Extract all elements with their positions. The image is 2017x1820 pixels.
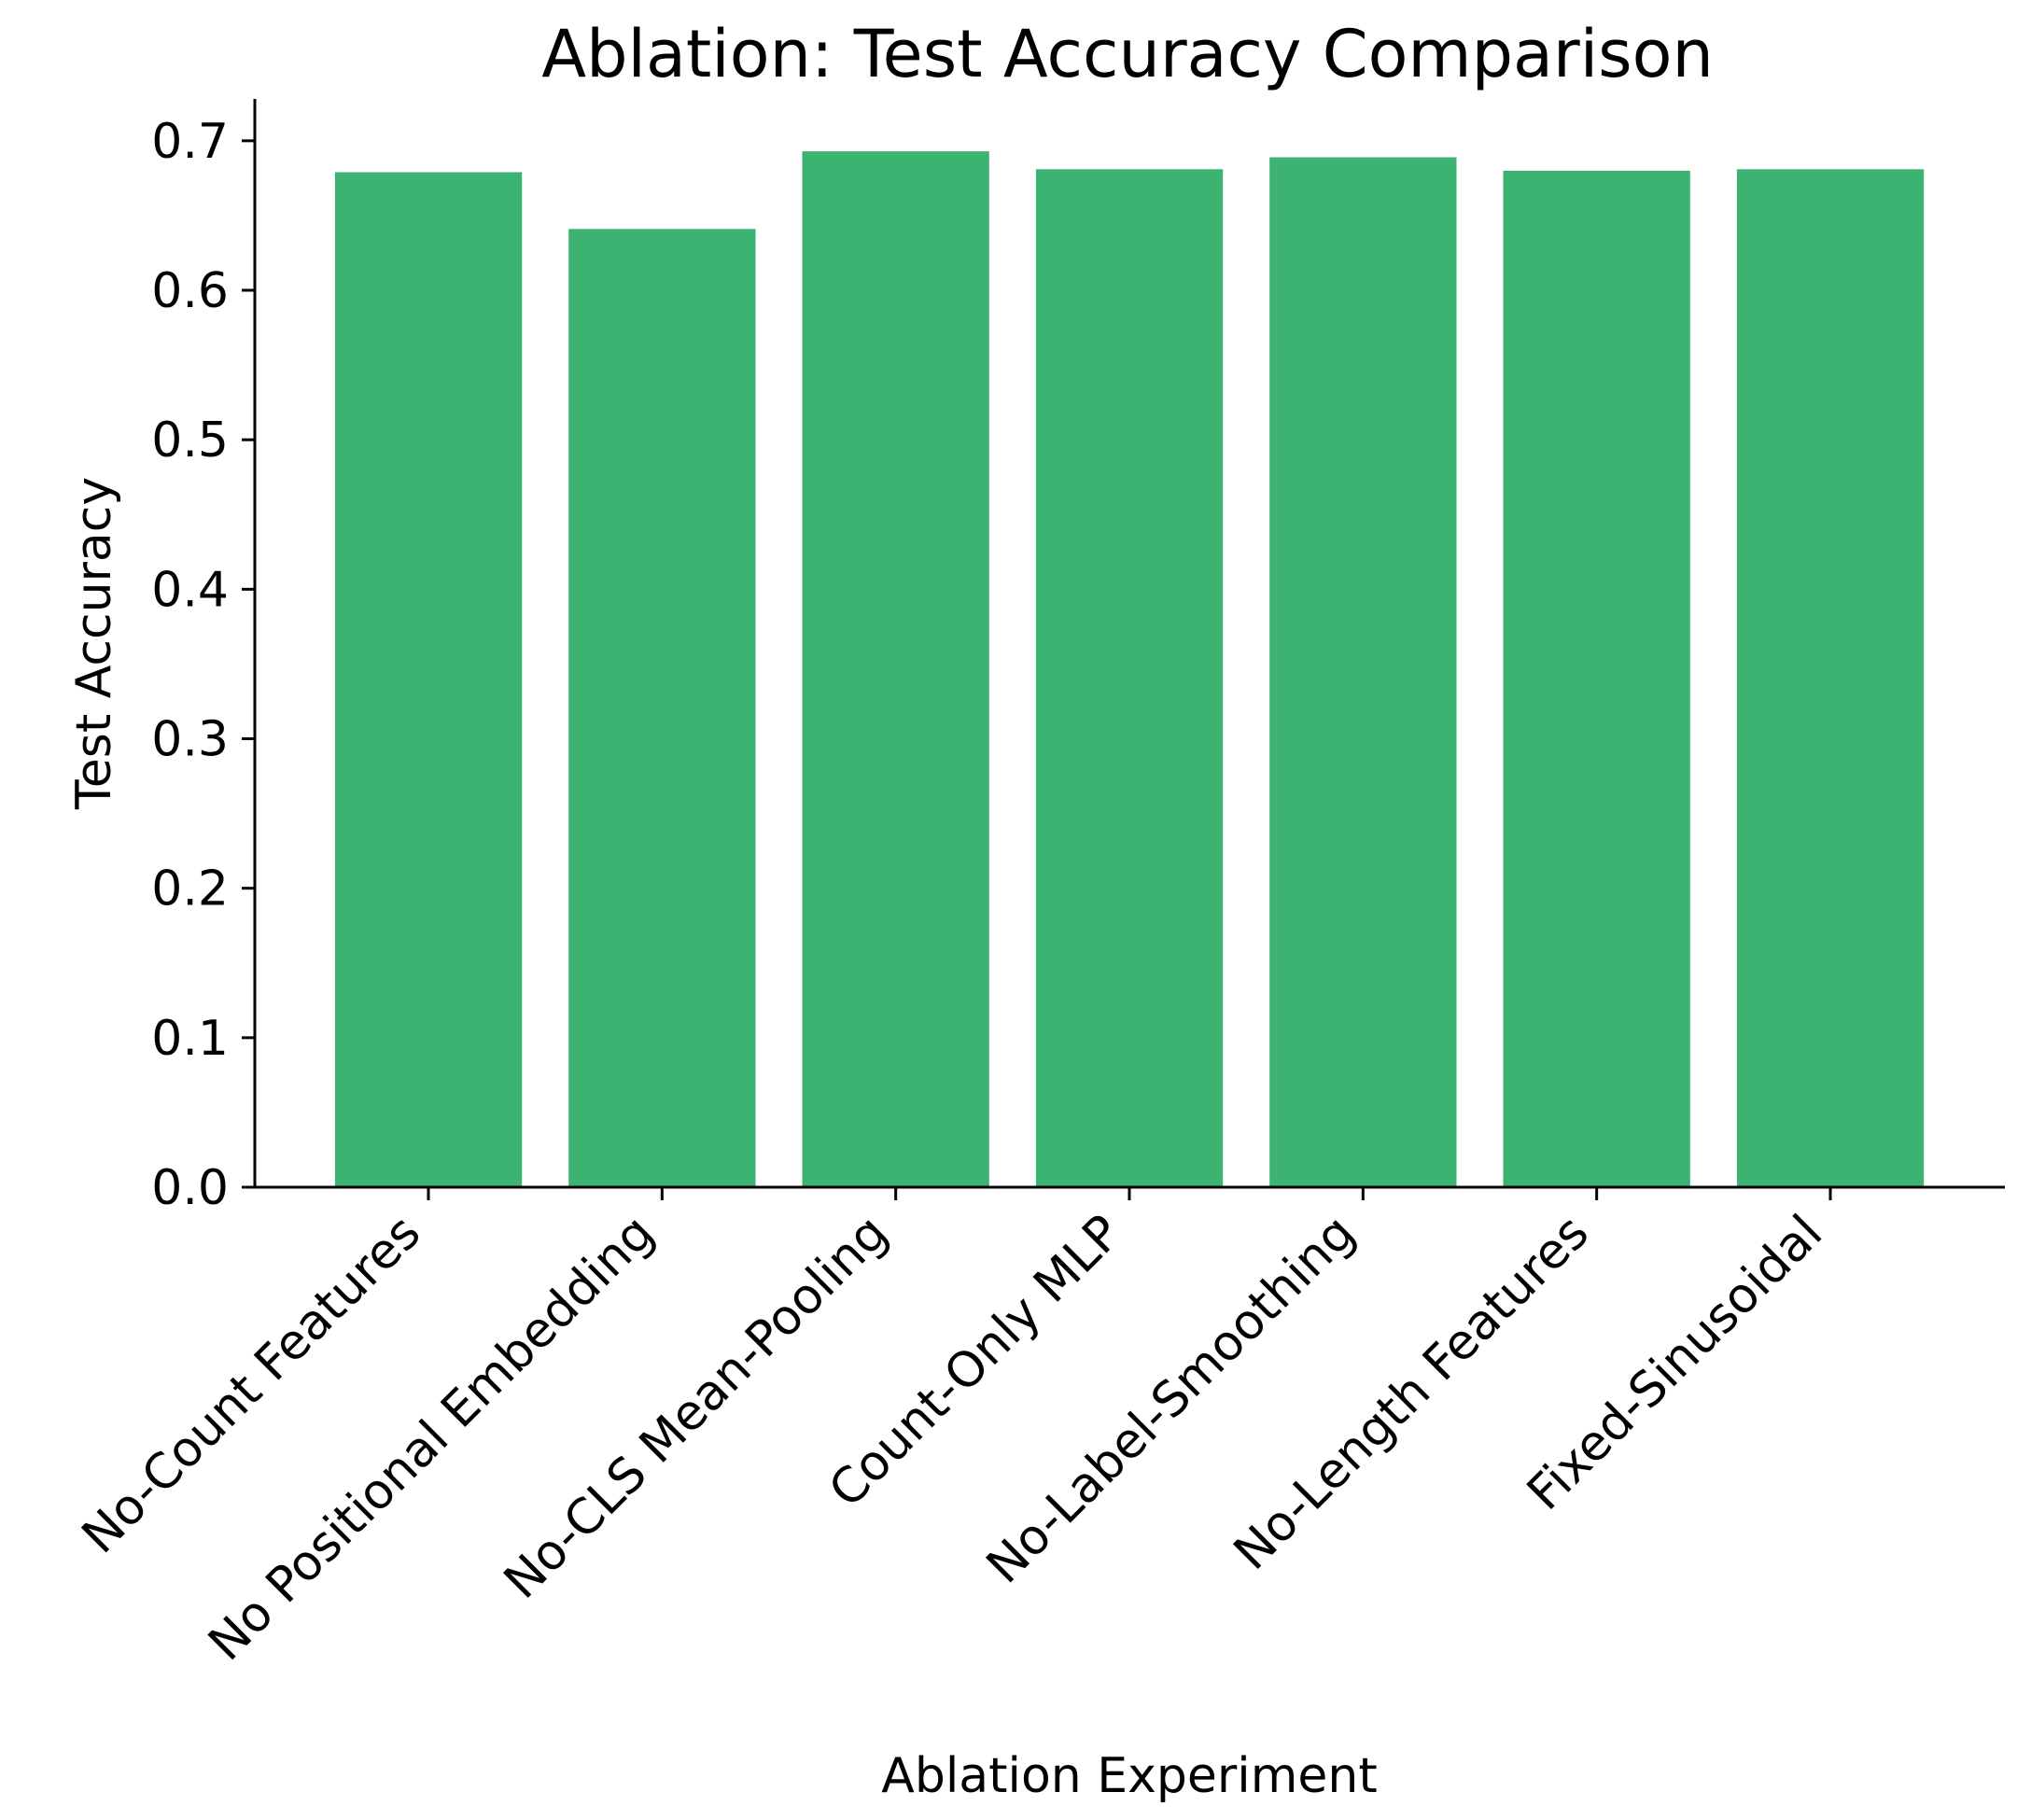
y-axis-label: Test Accuracy	[66, 477, 122, 810]
y-tick-label: 0.2	[151, 861, 229, 917]
y-tick-label: 0.1	[151, 1011, 229, 1067]
bar-0	[334, 172, 523, 1187]
y-tick-label: 0.4	[151, 562, 229, 618]
x-tick-label: No-CLS Mean-Pooling	[494, 1205, 899, 1610]
y-ticks: 0.0 0.1 0.2 0.3 0.4 0.5 0.6 0.7	[151, 114, 255, 1216]
bar-5	[1503, 170, 1690, 1187]
x-axis-label: Ablation Experiment	[881, 1748, 1377, 1804]
y-tick-label: 0.0	[151, 1160, 229, 1216]
bar-2	[802, 151, 989, 1188]
bar-4	[1269, 157, 1457, 1187]
chart-title: Ablation: Test Accuracy Comparison	[541, 16, 1714, 92]
y-tick-label: 0.3	[151, 712, 229, 768]
bar-1	[568, 229, 756, 1187]
y-tick-label: 0.5	[151, 413, 229, 469]
bars-group	[334, 151, 1925, 1188]
x-tick-label: No Positional Embedding	[198, 1205, 665, 1672]
y-tick-label: 0.6	[151, 263, 229, 319]
bar-3	[1035, 169, 1224, 1187]
y-tick-label: 0.7	[151, 114, 229, 170]
bar-6	[1736, 169, 1925, 1187]
